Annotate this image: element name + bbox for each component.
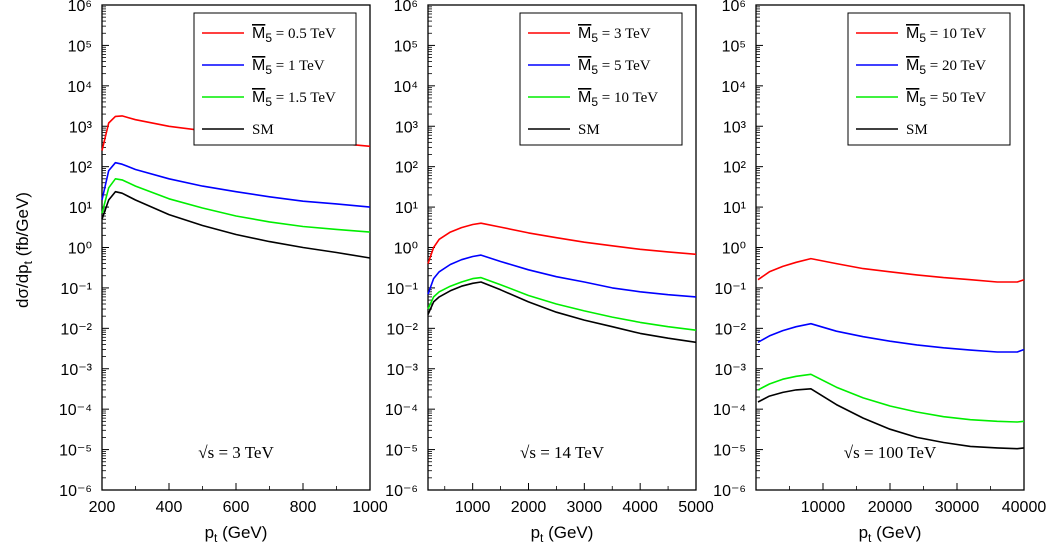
y-tick-label: 10³ [723, 119, 747, 136]
x-tick-label: 1000 [352, 499, 388, 516]
energy-annotation: √s = 3 TeV [198, 443, 274, 462]
series-line [101, 190, 371, 259]
y-tick-label: 10⁻⁴ [385, 402, 418, 419]
legend-label: M5 = 10 TeV [906, 25, 986, 45]
x-tick-label: 200 [89, 499, 116, 516]
y-tick-label: 10⁻⁵ [385, 443, 418, 460]
y-tick-label: 10² [69, 160, 93, 177]
y-tick-label: 10⁻³ [60, 362, 92, 379]
y-tick-label: 10⁶ [722, 0, 746, 15]
legend-label: M5 = 1 TeV [252, 57, 325, 77]
y-tick-label: 10³ [69, 119, 93, 136]
y-tick-label: 10⁻³ [714, 362, 746, 379]
legend-label: SM [906, 122, 928, 138]
legend-box [847, 12, 1011, 146]
energy-annotation: √s = 100 TeV [844, 443, 937, 462]
y-axis-title: dσ/dpt (fb/GeV) [13, 192, 35, 308]
series-line [427, 281, 697, 344]
x-tick-label: 600 [223, 499, 250, 516]
x-axis-title: pt (GeV) [531, 523, 594, 545]
y-tick-label: 10⁻⁴ [713, 402, 746, 419]
series-line [101, 178, 371, 233]
legend-label: M5 = 0.5 TeV [252, 25, 336, 45]
y-tick-label: 10⁻⁶ [385, 483, 418, 500]
panel-3: 10⁻⁶ 10⁻⁵ 10⁻⁴ 10⁻³ 10⁻² 10⁻¹ 10⁰ 10¹ 10² 10³ 10⁴ 1… [713, 0, 1046, 545]
y-tick-label: 10⁻¹ [714, 281, 746, 298]
y-tick-label: 10¹ [395, 200, 418, 217]
energy-annotation: √s = 14 TeV [520, 443, 605, 462]
x-tick-label: 1000 [455, 499, 491, 516]
y-tick-label: 10⁻⁶ [713, 483, 746, 500]
legend-label: M5 = 3 TeV [578, 25, 651, 45]
x-tick-label: 800 [290, 499, 317, 516]
series-line [427, 222, 697, 264]
y-tick-label: 10⁴ [721, 79, 746, 96]
y-tick-label: 10² [723, 160, 747, 177]
y-tick-label: 10⁻² [60, 321, 92, 338]
x-axis-title: pt (GeV) [859, 523, 922, 545]
x-tick-label: 2000 [511, 499, 547, 516]
x-tick-label: 30000 [935, 499, 980, 516]
x-axis-title: pt (GeV) [205, 523, 268, 545]
series-line [427, 254, 697, 298]
legend-label: SM [578, 122, 600, 138]
y-tick-label: 10⁶ [394, 0, 418, 15]
x-tick-label: 400 [156, 499, 183, 516]
y-tick-label: 10⁻⁴ [59, 402, 92, 419]
legend-label: M5 = 10 TeV [578, 89, 658, 109]
y-tick-label: 10⁵ [68, 38, 92, 55]
panel-2: 10⁻⁶ 10⁻⁵ 10⁻⁴ 10⁻³ 10⁻² 10⁻¹ 10⁰ 10¹ 10² 10³ 10⁴ 1… [385, 0, 714, 545]
y-tick-label: 10⁻¹ [60, 281, 92, 298]
y-tick-label: 10⁰ [394, 241, 418, 258]
series-line [427, 276, 697, 331]
y-tick-label: 10¹ [69, 200, 92, 217]
legend-label: M5 = 20 TeV [906, 57, 986, 77]
y-tick-label: 10⁻⁵ [59, 443, 92, 460]
series-line [101, 161, 371, 208]
y-tick-label: 10⁻² [386, 321, 418, 338]
series-line [757, 322, 1025, 353]
y-tick-label: 10⁻⁶ [59, 483, 92, 500]
x-tick-label: 10000 [801, 499, 846, 516]
y-tick-label: 10⁰ [68, 241, 92, 258]
y-tick-label: 10⁴ [393, 79, 418, 96]
x-tick-label: 40000 [1002, 499, 1047, 516]
y-tick-label: 10¹ [723, 200, 746, 217]
y-tick-label: 10⁰ [722, 241, 746, 258]
x-tick-label: 3000 [567, 499, 603, 516]
series-line [757, 387, 1025, 450]
y-tick-label: 10⁶ [68, 0, 92, 15]
legend-label: M5 = 1.5 TeV [252, 89, 336, 109]
panel-1: 10⁻⁶ 10⁻⁵ 10⁻⁴ 10⁻³ 10⁻² 10⁻¹ 10⁰ 10¹ 10² 10³ 10⁴ 1… [59, 0, 388, 545]
x-tick-label: 20000 [868, 499, 913, 516]
legend-label: SM [252, 122, 274, 138]
y-tick-label: 10⁻³ [386, 362, 418, 379]
y-tick-label: 10² [395, 160, 419, 177]
series-line [757, 373, 1025, 423]
legend-label: M5 = 5 TeV [578, 57, 651, 77]
y-tick-label: 10⁵ [722, 38, 746, 55]
y-tick-label: 10⁻² [714, 321, 746, 338]
y-tick-label: 10⁻¹ [386, 281, 418, 298]
y-tick-label: 10⁻⁵ [713, 443, 746, 460]
x-tick-label: 5000 [678, 499, 714, 516]
legend-box [193, 12, 357, 146]
series-line [757, 257, 1025, 283]
y-tick-label: 10⁴ [67, 79, 92, 96]
legend-label: M5 = 50 TeV [906, 89, 986, 109]
x-tick-label: 4000 [622, 499, 658, 516]
y-tick-label: 10³ [395, 119, 419, 136]
legend-box [519, 12, 683, 146]
y-tick-label: 10⁵ [394, 38, 418, 55]
